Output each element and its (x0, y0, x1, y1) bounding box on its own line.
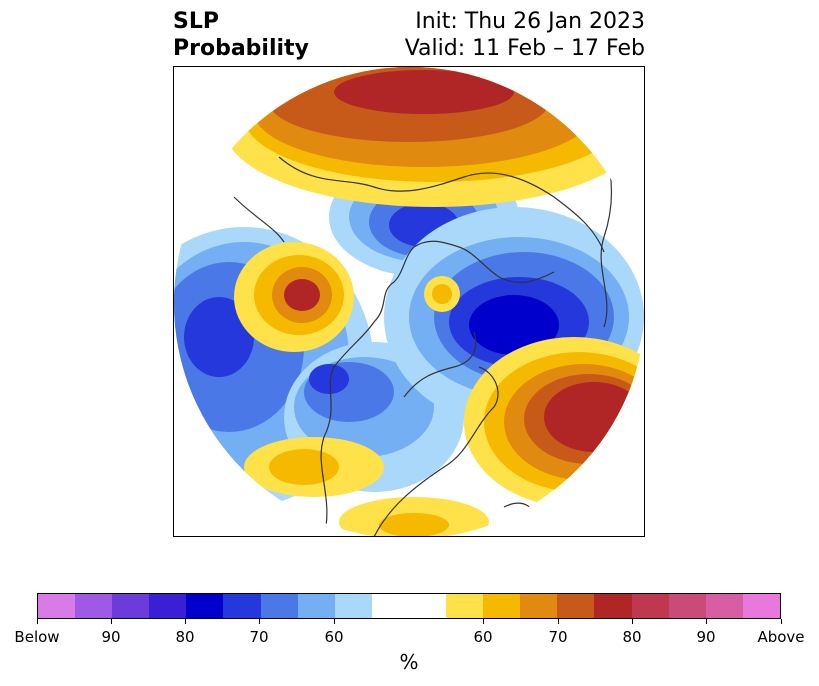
map-title: SLP Probability (173, 8, 309, 62)
probability-map (173, 66, 645, 537)
colorbar-tick-label: 90 (101, 628, 121, 646)
colorbar-tick-mark (259, 619, 260, 624)
colorbar-segment (742, 594, 780, 618)
arctic-high-70 (432, 284, 452, 304)
colorbar-segment (483, 594, 521, 618)
colorbar-segment (223, 594, 261, 618)
colorbar-tick-label: Above (757, 628, 805, 646)
atl-high-above90 (544, 382, 644, 452)
colorbar (37, 593, 781, 619)
colorbar-tick-label: 90 (696, 628, 716, 646)
colorbar-tick-label: 60 (473, 628, 493, 646)
colorbar-segment (371, 594, 409, 618)
colorbar-segment (446, 594, 484, 618)
colorbar-segment (297, 594, 335, 618)
colorbar-tick-label: Below (14, 628, 60, 646)
title-line-1: SLP (173, 9, 219, 34)
na-low-90 (309, 364, 349, 394)
init-date: Init: Thu 26 Jan 2023 (415, 9, 645, 34)
map-canvas (174, 67, 644, 536)
colorbar-segment (186, 594, 224, 618)
colorbar-segment (520, 594, 558, 618)
gulf-high-70 (379, 513, 449, 536)
colorbar-segment (668, 594, 706, 618)
bering-high-90 (284, 279, 320, 311)
colorbar-segment (75, 594, 113, 618)
title-line-2: Probability (173, 36, 309, 61)
colorbar-tick-mark (558, 619, 559, 624)
colorbar-segment (334, 594, 372, 618)
colorbar-segment (260, 594, 298, 618)
valid-range: Valid: 11 Feb – 17 Feb (404, 36, 645, 61)
colorbar-segment (705, 594, 743, 618)
colorbar-segment (631, 594, 669, 618)
date-info: Init: Thu 26 Jan 2023 Valid: 11 Feb – 17… (405, 8, 645, 62)
colorbar-tick-mark (185, 619, 186, 624)
colorbar-tick-mark (37, 619, 38, 624)
colorbar-segment (149, 594, 187, 618)
colorbar-unit-label: % (399, 650, 419, 674)
colorbar-tick-mark (706, 619, 707, 624)
pacific-low-90 (184, 297, 254, 377)
colorbar-tick-label: 80 (622, 628, 642, 646)
colorbar-tick-label: 70 (249, 628, 269, 646)
eurasia-high-above90 (334, 70, 514, 114)
colorbar-segment (408, 594, 447, 618)
colorbar-tick-mark (632, 619, 633, 624)
colorbar-tick-mark (334, 619, 335, 624)
colorbar-segment (594, 594, 632, 618)
colorbar-tick-mark (111, 619, 112, 624)
colorbar-tick-label: 60 (324, 628, 344, 646)
colorbar-segment (38, 594, 76, 618)
colorbar-segment (112, 594, 150, 618)
atlantic-low-above90 (469, 295, 559, 355)
colorbar-segment (557, 594, 595, 618)
subtrop-high-70 (269, 449, 339, 485)
colorbar-tick-label: 80 (175, 628, 195, 646)
colorbar-tick-mark (483, 619, 484, 624)
colorbar-tick-label: 70 (548, 628, 568, 646)
colorbar-tick-mark (781, 619, 782, 624)
